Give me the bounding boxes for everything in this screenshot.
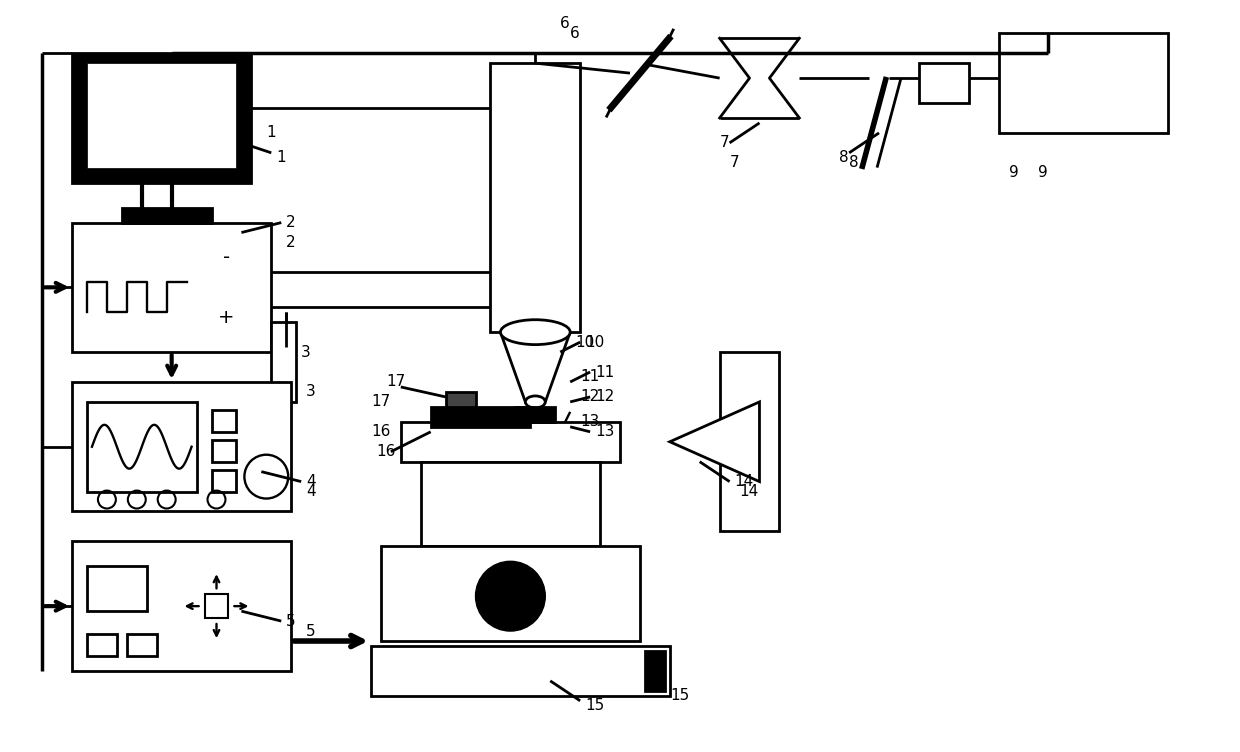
Bar (430, 407, 531, 427)
Bar (371, 646, 670, 696)
Bar (516, 407, 556, 422)
Text: 4: 4 (306, 474, 316, 489)
Bar (87, 634, 117, 656)
Text: 16: 16 (376, 444, 396, 459)
Text: 5: 5 (286, 614, 296, 629)
Text: 7: 7 (729, 156, 739, 170)
Text: 1: 1 (267, 126, 277, 141)
Circle shape (475, 561, 546, 631)
Text: 5: 5 (306, 623, 316, 638)
Bar (72, 382, 291, 511)
Text: 12: 12 (595, 390, 614, 405)
Text: 9: 9 (1038, 165, 1048, 180)
Text: 13: 13 (580, 414, 599, 429)
Bar (212, 470, 237, 492)
Text: 9: 9 (1008, 165, 1018, 180)
Bar (205, 594, 228, 618)
Text: 17: 17 (386, 374, 405, 390)
Bar (87, 63, 237, 168)
Bar (919, 63, 968, 103)
Text: 17: 17 (371, 394, 391, 409)
Polygon shape (670, 402, 759, 481)
Text: 11: 11 (595, 365, 614, 380)
Text: 10: 10 (585, 335, 604, 350)
Bar (72, 223, 272, 352)
Text: 6: 6 (570, 26, 580, 41)
Text: 14: 14 (739, 484, 759, 499)
Text: 3: 3 (306, 384, 316, 399)
Bar (381, 547, 640, 641)
Text: 7: 7 (719, 135, 729, 150)
Text: 15: 15 (670, 688, 689, 703)
Text: 15: 15 (585, 699, 604, 714)
Text: 6: 6 (560, 16, 570, 31)
Text: -: - (223, 248, 231, 267)
Text: 13: 13 (595, 424, 615, 439)
Bar (719, 352, 780, 532)
Text: 11: 11 (580, 369, 599, 384)
Bar (87, 566, 146, 611)
Text: 12: 12 (580, 390, 599, 405)
Bar (491, 63, 580, 332)
Text: 16: 16 (371, 424, 391, 439)
Bar (72, 53, 252, 183)
Bar (122, 208, 212, 223)
Bar (645, 651, 665, 691)
Bar (401, 422, 620, 462)
Bar (212, 440, 237, 462)
Bar (212, 410, 237, 432)
Ellipse shape (501, 320, 570, 344)
Bar (998, 33, 1168, 133)
Text: 2: 2 (286, 215, 296, 230)
Ellipse shape (526, 396, 546, 408)
Text: +: + (218, 308, 234, 326)
Text: 8: 8 (839, 150, 849, 165)
Text: 4: 4 (306, 484, 316, 499)
Text: 14: 14 (734, 474, 754, 489)
Text: 1: 1 (277, 150, 286, 165)
Text: 2: 2 (286, 235, 296, 250)
Bar (272, 322, 296, 402)
Bar (445, 392, 475, 407)
Bar (420, 462, 600, 547)
Bar (126, 634, 156, 656)
Bar (72, 541, 291, 671)
Text: 8: 8 (849, 156, 859, 170)
Text: 10: 10 (575, 335, 594, 350)
Text: 3: 3 (301, 344, 311, 359)
Bar (87, 402, 197, 492)
